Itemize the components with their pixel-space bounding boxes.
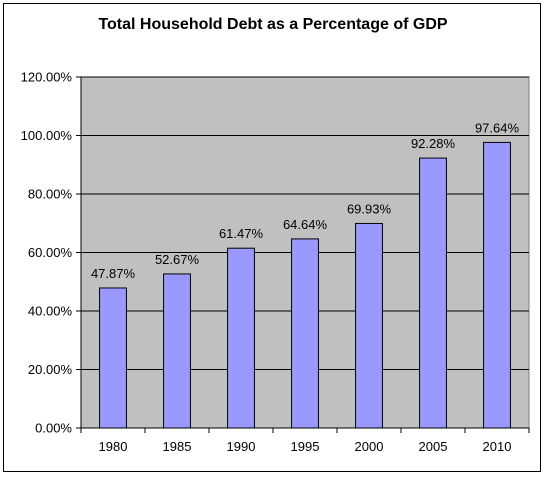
x-tick-label: 2010 — [483, 439, 512, 454]
data-label: 92.28% — [411, 136, 456, 151]
data-label: 47.87% — [91, 266, 136, 281]
bar — [355, 222, 383, 429]
data-label: 69.93% — [347, 201, 392, 216]
y-tick-label: 80.00% — [28, 187, 73, 202]
bar — [227, 247, 255, 429]
data-label: 61.47% — [219, 226, 264, 241]
y-tick-label: 100.00% — [21, 128, 73, 143]
y-tick-label: 0.00% — [35, 421, 72, 436]
y-tick-label: 60.00% — [28, 245, 73, 260]
y-tick-label: 40.00% — [28, 304, 73, 319]
x-tick-label: 2000 — [355, 439, 384, 454]
bar — [483, 141, 511, 429]
data-label: 97.64% — [475, 120, 520, 135]
bar — [419, 157, 447, 429]
x-tick-label: 1985 — [163, 439, 192, 454]
bar — [163, 273, 191, 429]
data-label: 52.67% — [155, 252, 200, 267]
x-tick-label: 2005 — [419, 439, 448, 454]
y-tick-label: 120.00% — [21, 70, 73, 85]
x-tick-label: 1995 — [291, 439, 320, 454]
bar — [99, 287, 127, 429]
x-tick-label: 1990 — [227, 439, 256, 454]
x-tick-label: 1980 — [99, 439, 128, 454]
y-tick-label: 20.00% — [28, 362, 73, 377]
chart-title: Total Household Debt as a Percentage of … — [98, 16, 448, 33]
bar — [291, 238, 319, 429]
data-label: 64.64% — [283, 217, 328, 232]
